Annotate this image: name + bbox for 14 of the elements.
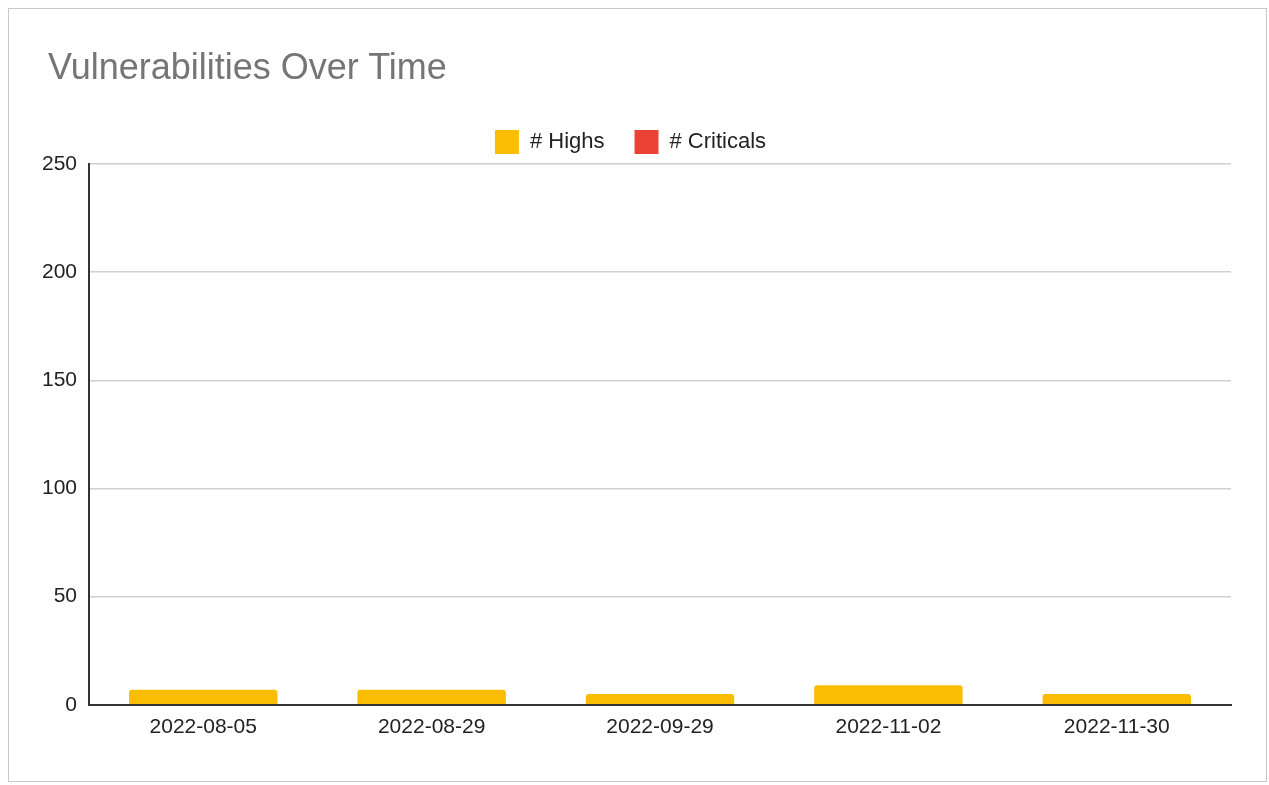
legend-label: # Highs bbox=[529, 128, 605, 154]
x-tick-label: 2022-11-30 bbox=[1063, 714, 1170, 738]
x-tick-label: 2022-08-29 bbox=[377, 714, 486, 738]
y-tick-label: 0 bbox=[65, 691, 78, 715]
y-tick-label: 50 bbox=[53, 583, 78, 607]
x-tick-label: 2022-08-05 bbox=[149, 714, 257, 738]
legend-label: # Criticals bbox=[669, 128, 767, 154]
y-tick-label: 100 bbox=[41, 475, 78, 499]
y-tick-label: 150 bbox=[41, 367, 78, 391]
y-tick-label: 250 bbox=[41, 150, 78, 174]
chart-title: Vulnerabilities Over Time bbox=[48, 46, 447, 88]
x-tick-label: 2022-11-02 bbox=[835, 714, 942, 738]
y-tick-label: 200 bbox=[41, 258, 78, 282]
x-tick-label: 2022-09-29 bbox=[606, 714, 714, 738]
